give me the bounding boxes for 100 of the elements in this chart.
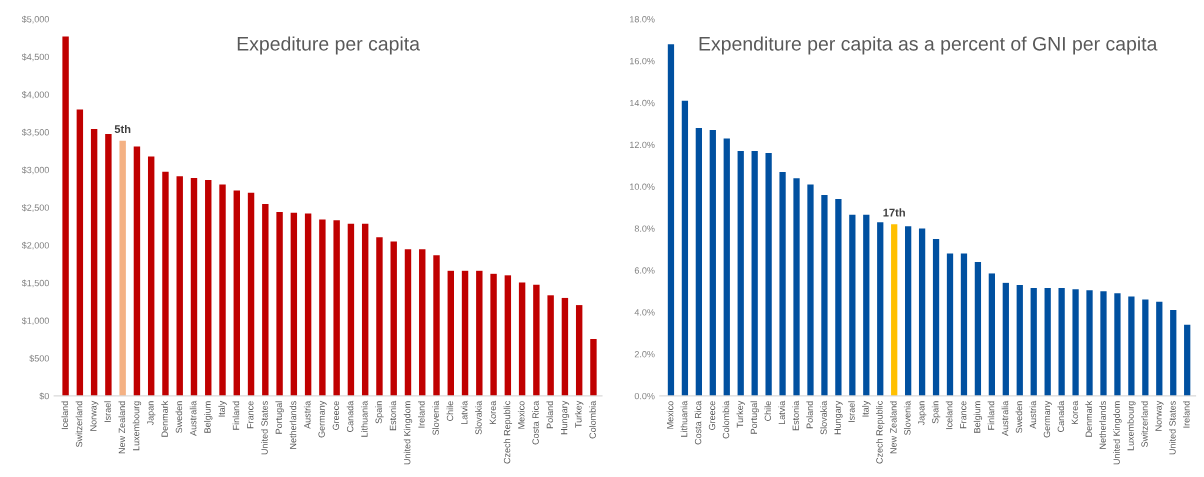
x-tick-label: Spain bbox=[375, 401, 384, 424]
x-tick-label: Luxembourg bbox=[1127, 401, 1136, 451]
bar bbox=[190, 178, 198, 396]
bar bbox=[863, 214, 870, 396]
x-tick-label: Poland bbox=[806, 401, 813, 429]
y-tick-label: 6.0% bbox=[634, 267, 655, 274]
bar bbox=[547, 295, 554, 396]
x-tick-label: Norway bbox=[1155, 400, 1164, 431]
x-tick-label: Slovenia bbox=[432, 400, 439, 435]
bar bbox=[821, 194, 828, 396]
y-tick-label: $2,500 bbox=[21, 204, 49, 212]
bar bbox=[1072, 289, 1079, 396]
bar bbox=[447, 270, 454, 396]
y-tick-label: $4,000 bbox=[21, 91, 49, 99]
x-tick-label: Norway bbox=[90, 400, 99, 431]
x-tick-label: Slovakia bbox=[475, 400, 482, 435]
x-tick-label: Netherlands bbox=[1099, 401, 1106, 449]
x-tick-label: Greece bbox=[332, 401, 340, 430]
y-tick-label: $2,000 bbox=[21, 241, 49, 250]
bar bbox=[1030, 288, 1037, 396]
y-tick-label: $1,500 bbox=[21, 279, 49, 288]
bar bbox=[681, 100, 689, 396]
text: Expenditure per capita as a percent of GNI per capita bbox=[699, 36, 1158, 55]
x-tick-label: Italy bbox=[218, 400, 227, 417]
x-tick-label: Germany bbox=[318, 400, 327, 438]
x-tick-label: Iceland bbox=[61, 401, 69, 430]
x-tick-label: Turkey bbox=[574, 400, 584, 428]
x-tick-label: Finland bbox=[232, 401, 240, 430]
bar bbox=[946, 253, 954, 396]
bar bbox=[333, 220, 340, 396]
y-tick-label: 10.0% bbox=[630, 183, 655, 190]
x-tick-label: Colombia bbox=[722, 400, 730, 439]
x-tick-label: Japan bbox=[147, 401, 156, 426]
bar bbox=[247, 192, 255, 396]
bar bbox=[390, 241, 397, 396]
y-tick-label: $5,000 bbox=[21, 15, 49, 24]
x-tick-label: Poland bbox=[546, 401, 554, 429]
x-tick-label: Israel bbox=[104, 401, 111, 423]
bar bbox=[1100, 291, 1107, 396]
x-tick-label: Korea bbox=[1071, 400, 1078, 425]
x-tick-label: United Kingdom bbox=[403, 401, 413, 465]
bar bbox=[133, 146, 141, 396]
bar bbox=[807, 184, 814, 396]
x-tick-label: Latvia bbox=[778, 400, 785, 425]
x-tick-label: Korea bbox=[489, 400, 496, 425]
bar bbox=[765, 153, 772, 396]
bar bbox=[1170, 310, 1177, 396]
bar bbox=[709, 130, 716, 396]
bar bbox=[723, 138, 730, 396]
x-tick-label: Netherlands bbox=[289, 401, 297, 449]
x-tick-label: Hungary bbox=[834, 400, 843, 435]
annotation: 5th bbox=[114, 124, 131, 134]
x-tick-label: Czech Republic bbox=[876, 401, 885, 464]
bar bbox=[835, 199, 842, 396]
bar bbox=[695, 127, 702, 396]
bar bbox=[376, 237, 383, 396]
x-tick-label: Australia bbox=[189, 400, 197, 436]
x-tick-label: Estonia bbox=[792, 400, 799, 431]
x-tick-label: Colombia bbox=[589, 400, 596, 439]
x-tick-label: United States bbox=[261, 401, 268, 455]
bar bbox=[793, 178, 800, 396]
bar bbox=[319, 219, 326, 396]
x-tick-label: France bbox=[247, 401, 254, 429]
bar bbox=[233, 190, 240, 396]
bar bbox=[219, 184, 226, 396]
x-tick-label: Belgium bbox=[973, 401, 983, 433]
x-tick-label: Austria bbox=[1029, 400, 1037, 429]
y-tick-label: $4,500 bbox=[21, 53, 49, 62]
bar bbox=[1184, 324, 1191, 396]
annotation: 17th bbox=[883, 208, 905, 217]
bar bbox=[849, 214, 856, 396]
bar bbox=[1002, 282, 1009, 396]
x-tick-label: Luxembourg bbox=[132, 401, 142, 451]
bar bbox=[290, 212, 298, 396]
x-tick-label: Lithuania bbox=[680, 400, 688, 437]
x-tick-label: New Zealand bbox=[118, 401, 126, 454]
bar bbox=[361, 223, 369, 396]
x-tick-label: Sweden bbox=[1015, 401, 1023, 433]
bar bbox=[176, 176, 183, 396]
x-tick-label: Denmark bbox=[161, 400, 168, 437]
x-tick-label: United Kingdom bbox=[1113, 401, 1122, 465]
bar bbox=[147, 156, 155, 396]
bar bbox=[1142, 299, 1149, 396]
bar bbox=[90, 129, 98, 396]
x-tick-label: Austria bbox=[303, 400, 311, 429]
y-tick-label: $3,500 bbox=[21, 128, 49, 137]
x-tick-label: Mexico bbox=[666, 401, 674, 429]
bar bbox=[988, 273, 995, 396]
bar bbox=[1114, 293, 1121, 396]
y-tick-label: $0 bbox=[39, 392, 49, 400]
bar bbox=[561, 297, 569, 396]
bar bbox=[891, 224, 898, 396]
y-tick-label: 2.0% bbox=[634, 351, 655, 358]
x-tick-label: Switzerland bbox=[75, 401, 83, 448]
x-tick-label: Canada bbox=[1057, 400, 1065, 432]
x-tick-label: Canada bbox=[346, 400, 354, 432]
bar bbox=[1044, 288, 1051, 396]
bar bbox=[76, 109, 84, 396]
bar bbox=[433, 255, 440, 396]
x-tick-label: Portugal bbox=[275, 401, 284, 434]
